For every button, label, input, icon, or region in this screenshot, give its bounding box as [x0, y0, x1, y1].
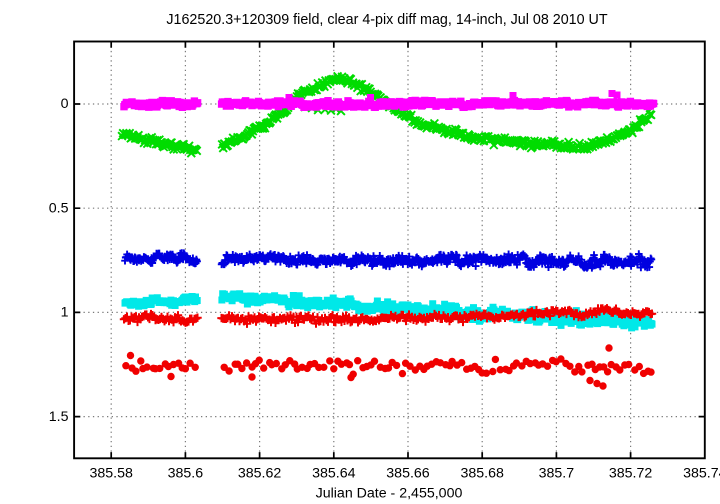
svg-text:J162520.3+120309 field, clear: J162520.3+120309 field, clear 4-pix diff… — [166, 12, 608, 28]
svg-text:385.64: 385.64 — [312, 466, 356, 482]
svg-text:1: 1 — [61, 305, 69, 321]
svg-text:385.6: 385.6 — [168, 466, 204, 482]
svg-text:1.5: 1.5 — [49, 409, 69, 425]
svg-text:0.5: 0.5 — [49, 200, 69, 216]
svg-text:385.74: 385.74 — [683, 466, 720, 482]
svg-text:385.68: 385.68 — [460, 466, 504, 482]
svg-text:385.62: 385.62 — [238, 466, 282, 482]
svg-text:385.72: 385.72 — [609, 466, 653, 482]
svg-text:385.7: 385.7 — [539, 466, 575, 482]
svg-text:385.58: 385.58 — [89, 466, 133, 482]
svg-text:Julian Date - 2,455,000: Julian Date - 2,455,000 — [316, 486, 463, 502]
svg-text:385.66: 385.66 — [386, 466, 430, 482]
svg-text:0: 0 — [61, 96, 69, 112]
